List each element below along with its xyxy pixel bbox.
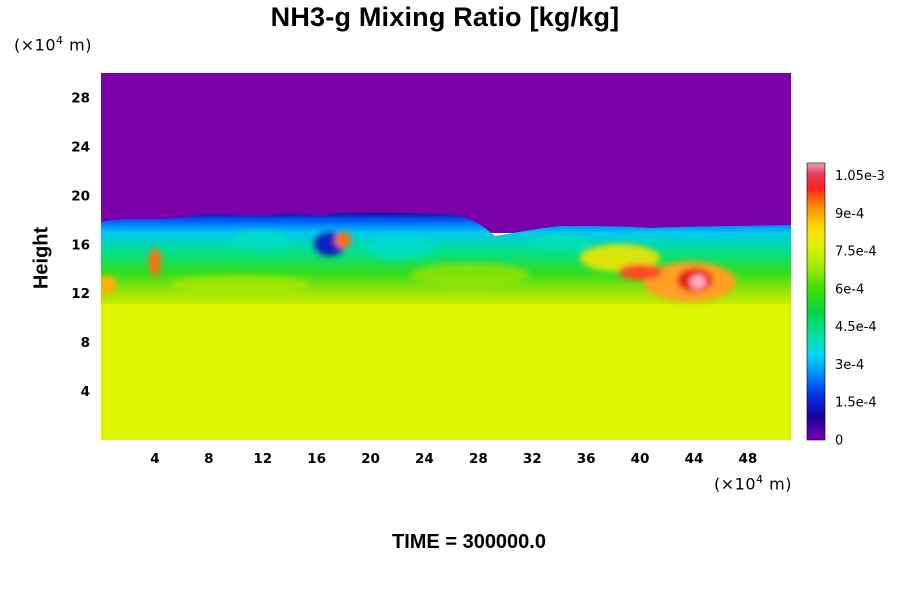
x-tick-label: 20 bbox=[361, 451, 380, 467]
x-tick-label: 12 bbox=[253, 451, 272, 467]
field-layers bbox=[101, 73, 791, 440]
y-tick-label: 28 bbox=[71, 90, 90, 106]
y-unit-label: (×104 m) bbox=[14, 34, 92, 55]
y-tick-label: 12 bbox=[71, 286, 90, 302]
chart-title: NH3-g Mixing Ratio [kg/kg] bbox=[270, 2, 620, 32]
colorbar-tick-label: 4.5e-4 bbox=[835, 320, 877, 335]
x-unit-label: (×104 m) bbox=[714, 473, 792, 494]
upper-layer bbox=[101, 73, 791, 233]
x-tick-label: 4 bbox=[150, 451, 159, 467]
colorbar-tick-label: 7.5e-4 bbox=[835, 245, 877, 260]
x-tick-label: 40 bbox=[631, 451, 650, 467]
y-tick-label: 16 bbox=[71, 237, 90, 253]
colorbar-tick-label: 1.5e-4 bbox=[835, 396, 877, 411]
x-tick-label: 44 bbox=[685, 451, 704, 467]
x-tick-label: 8 bbox=[204, 451, 213, 467]
y-tick-labels: 4 8 12 16 20 24 28 bbox=[71, 90, 90, 400]
colorbar-tick-label: 6e-4 bbox=[835, 282, 864, 297]
x-tick-labels: 4 8 12 16 20 24 28 32 36 40 44 48 bbox=[150, 451, 757, 467]
x-tick-label: 36 bbox=[577, 451, 596, 467]
y-tick-label: 24 bbox=[71, 139, 90, 155]
turbulent-features bbox=[101, 230, 736, 302]
x-tick-label: 28 bbox=[469, 451, 488, 467]
colorbar bbox=[806, 162, 826, 441]
colorbar-tick-label: 0 bbox=[835, 434, 843, 449]
y-tick-label: 8 bbox=[81, 335, 90, 351]
x-tick-label: 48 bbox=[738, 451, 757, 467]
time-label: TIME = 300000.0 bbox=[392, 531, 546, 553]
y-tick-label: 4 bbox=[81, 384, 90, 400]
colorbar-tick-labels: 0 1.5e-4 3e-4 4.5e-4 6e-4 7.5e-4 9e-4 1.05e-3 bbox=[835, 169, 885, 448]
x-tick-label: 16 bbox=[307, 451, 326, 467]
colorbar-tick-label: 1.05e-3 bbox=[835, 169, 885, 184]
x-tick-label: 32 bbox=[523, 451, 542, 467]
lower-layer bbox=[101, 304, 791, 440]
x-tick-label: 24 bbox=[415, 451, 434, 467]
colorbar-tick-label: 3e-4 bbox=[835, 358, 864, 373]
y-tick-label: 20 bbox=[71, 188, 90, 204]
colorbar-tick-label: 9e-4 bbox=[835, 207, 864, 222]
